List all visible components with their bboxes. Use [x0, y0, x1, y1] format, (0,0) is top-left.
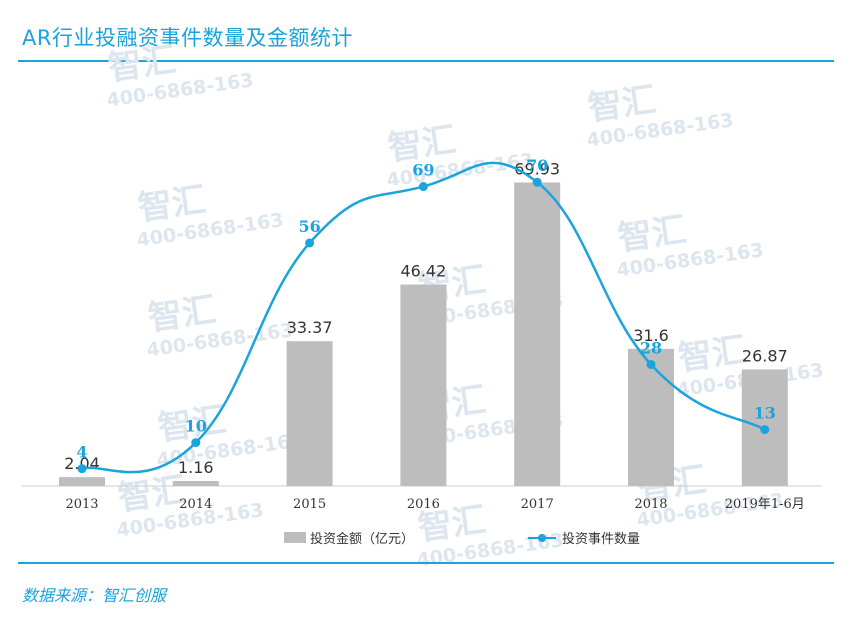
- line-label-2014: 10: [185, 417, 207, 436]
- line-label-2017: 70: [526, 156, 548, 175]
- bar-2014: [172, 480, 219, 486]
- x-tick-labels: 2013 2014 2015 2016 2017 2018 2019年1-6月: [65, 497, 804, 512]
- legend-line-marker: [538, 534, 546, 542]
- line-points: [77, 177, 770, 474]
- legend-line-label: 投资事件数量: [562, 531, 640, 547]
- watermark-brand: 智汇: [386, 120, 459, 169]
- page-title: AR行业投融资事件数量及金额统计: [22, 26, 353, 50]
- watermark-brand: 智汇: [146, 290, 219, 339]
- x-tick-2018: 2018: [634, 497, 667, 512]
- x-tick-2016: 2016: [407, 497, 440, 512]
- bar-series: [59, 182, 788, 487]
- bar-2015: [286, 341, 333, 486]
- watermark-brand: 智汇: [416, 500, 489, 549]
- x-tick-2014: 2014: [179, 497, 212, 512]
- bar-label-2015: 33.37: [287, 318, 333, 337]
- watermark-brand: 智汇: [106, 40, 179, 89]
- bar-2013: [59, 477, 105, 486]
- line-label-2015: 56: [298, 217, 320, 236]
- x-tick-2017: 2017: [521, 497, 554, 512]
- legend-bar-label: 投资金额（亿元）: [310, 531, 414, 547]
- source-note: 数据来源：智汇创服: [22, 586, 167, 605]
- bar-2016: [400, 284, 447, 486]
- bar-2018: [628, 348, 674, 486]
- bar-label-2016: 46.42: [400, 262, 446, 281]
- bar-label-2019年1-6月: 26.87: [742, 346, 788, 365]
- line-label-2013: 4: [76, 443, 87, 462]
- watermark-brand: 智汇: [586, 80, 659, 129]
- line-label-2018: 28: [640, 338, 662, 357]
- legend: 投资金额（亿元） 投资事件数量: [284, 531, 640, 547]
- watermark-brand: 智汇: [116, 470, 189, 519]
- line-label-2016: 69: [412, 161, 434, 180]
- bar-label-2018: 31.6: [633, 326, 669, 345]
- x-tick-2015: 2015: [293, 497, 326, 512]
- line-point-2013: [77, 464, 87, 474]
- watermark-brand: 智汇: [616, 210, 689, 259]
- line-point-2016: [418, 182, 428, 192]
- bar-label-2014: 1.16: [178, 458, 214, 477]
- bar-2017: [514, 182, 561, 487]
- line-data-labels: 4 10 56 69 70 28 13: [76, 156, 776, 461]
- x-tick-2013: 2013: [65, 497, 98, 512]
- line-point-2018: [646, 359, 656, 369]
- footer-divider: [18, 562, 834, 564]
- line-point-2014: [191, 438, 201, 448]
- x-tick-2019年1-6月: 2019年1-6月: [725, 497, 805, 512]
- title-divider: [18, 60, 834, 62]
- line-point-2017: [532, 177, 542, 187]
- line-label-2019年1-6月: 13: [754, 404, 776, 423]
- watermark: 智汇400-6868-163智汇400-6868-163智汇400-6868-1…: [105, 40, 825, 572]
- line-point-2015: [305, 238, 315, 248]
- legend-bar-swatch: [284, 532, 306, 543]
- watermark-brand: 智汇: [136, 180, 209, 229]
- line-point-2019年1-6月: [760, 425, 770, 435]
- watermark-brand: 智汇: [676, 330, 749, 379]
